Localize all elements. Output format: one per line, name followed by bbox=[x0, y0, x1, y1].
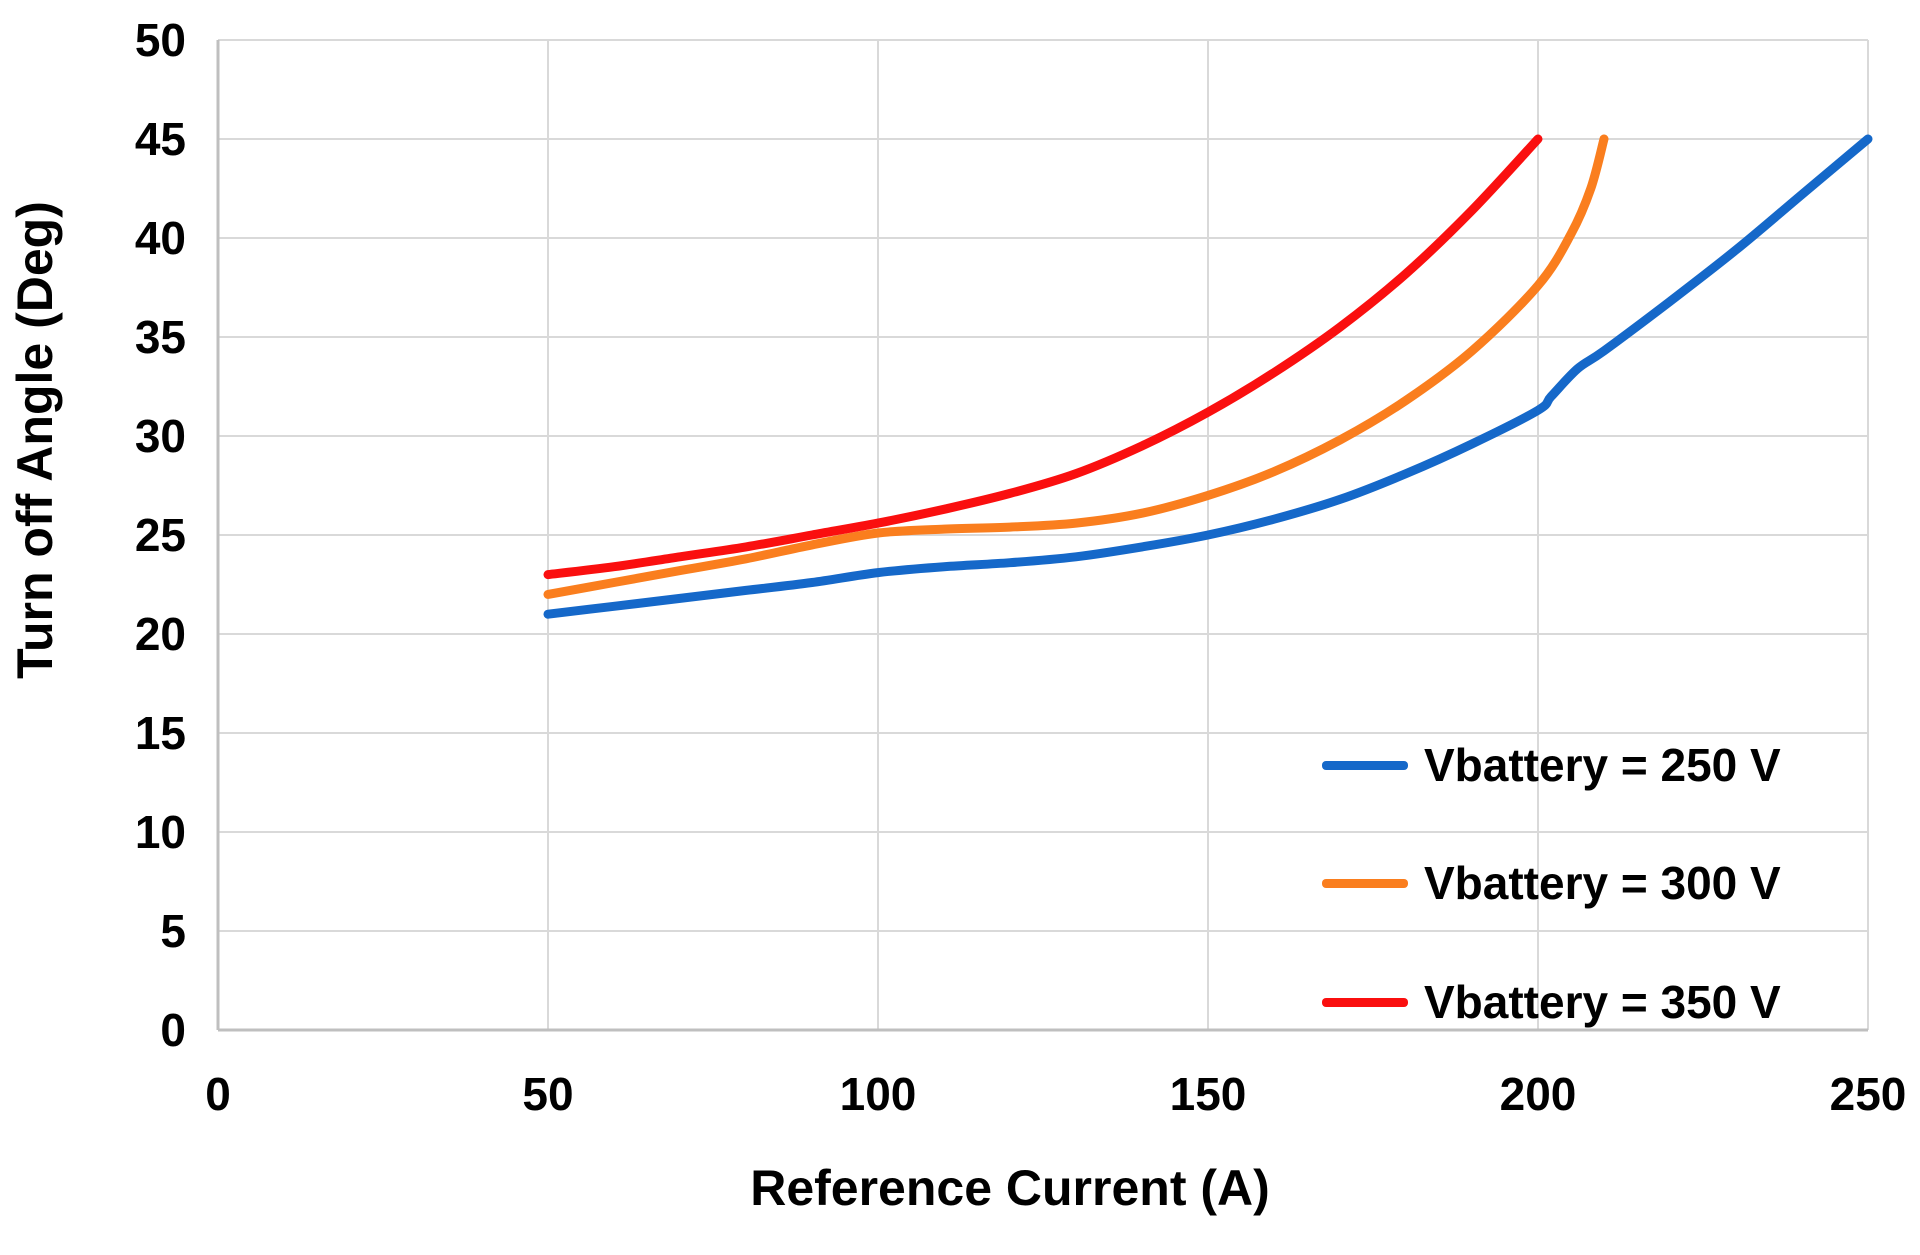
axis-lines bbox=[216, 40, 1868, 1032]
x-tick-label: 100 bbox=[840, 1068, 917, 1120]
series-line-2 bbox=[543, 134, 1543, 580]
y-tick-label: 0 bbox=[160, 1004, 186, 1056]
series-line-1 bbox=[543, 134, 1609, 599]
x-tick-label: 50 bbox=[522, 1068, 573, 1120]
x-tick-label: 0 bbox=[205, 1068, 231, 1120]
y-tick-label: 25 bbox=[135, 509, 186, 561]
x-tick-label: 250 bbox=[1830, 1068, 1907, 1120]
y-tick-label: 5 bbox=[160, 905, 186, 957]
x-tick-label: 150 bbox=[1170, 1068, 1247, 1120]
series-lines bbox=[543, 134, 1873, 619]
y-tick-label: 35 bbox=[135, 311, 186, 363]
x-axis-title: Reference Current (A) bbox=[750, 1160, 1270, 1216]
y-tick-label: 40 bbox=[135, 212, 186, 264]
series-line-0 bbox=[543, 134, 1873, 619]
y-tick-label: 20 bbox=[135, 608, 186, 660]
y-tick-label: 45 bbox=[135, 113, 186, 165]
y-tick-label: 15 bbox=[135, 707, 186, 759]
gridlines bbox=[217, 39, 1869, 1031]
x-tick-label: 200 bbox=[1500, 1068, 1577, 1120]
tick-labels: 0 5 10 15 20 25 30 35 40 45 50 0 50 100 150 200 250 bbox=[135, 14, 1907, 1120]
y-tick-label: 10 bbox=[135, 806, 186, 858]
y-axis-title: Turn off Angle (Deg) bbox=[7, 201, 63, 679]
y-tick-label: 50 bbox=[135, 14, 186, 66]
y-tick-label: 30 bbox=[135, 410, 186, 462]
